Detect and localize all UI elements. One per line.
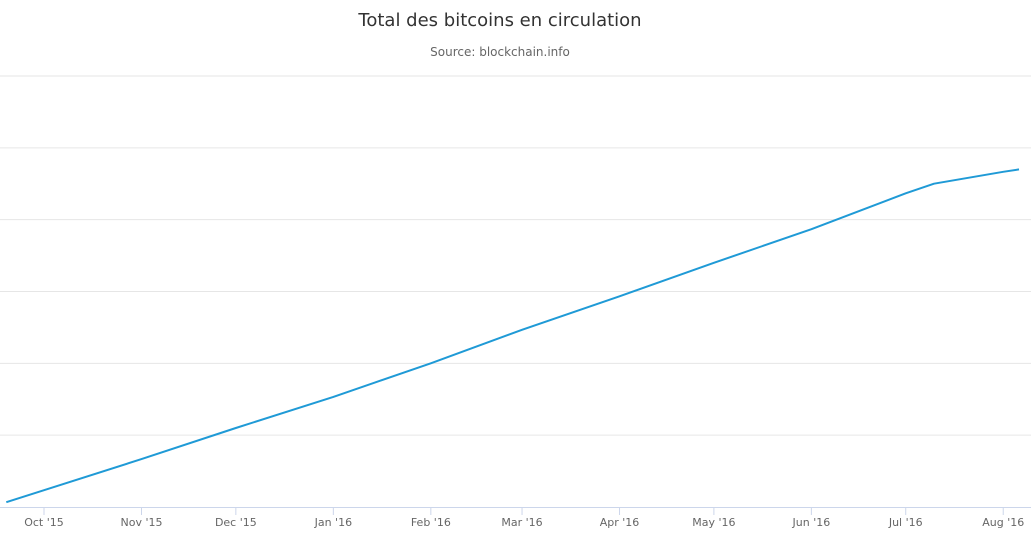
x-tick-label: Apr '16 (600, 516, 640, 529)
x-tick-label: May '16 (692, 516, 735, 529)
x-tick-label: Oct '15 (24, 516, 64, 529)
x-tick-label: Jan '16 (314, 516, 352, 529)
x-tick-label: Jul '16 (888, 516, 923, 529)
x-tick-label: Dec '15 (215, 516, 257, 529)
x-tick-label: Jun '16 (792, 516, 831, 529)
series-line (5, 168, 1020, 504)
x-tick-label: Nov '15 (120, 516, 162, 529)
x-tick-label: Feb '16 (411, 516, 451, 529)
chart-subtitle: Source: blockchain.info (430, 45, 570, 59)
x-tick-label: Mar '16 (501, 516, 542, 529)
chart-title: Total des bitcoins en circulation (358, 10, 642, 31)
x-tick-label: Aug '16 (982, 516, 1024, 529)
